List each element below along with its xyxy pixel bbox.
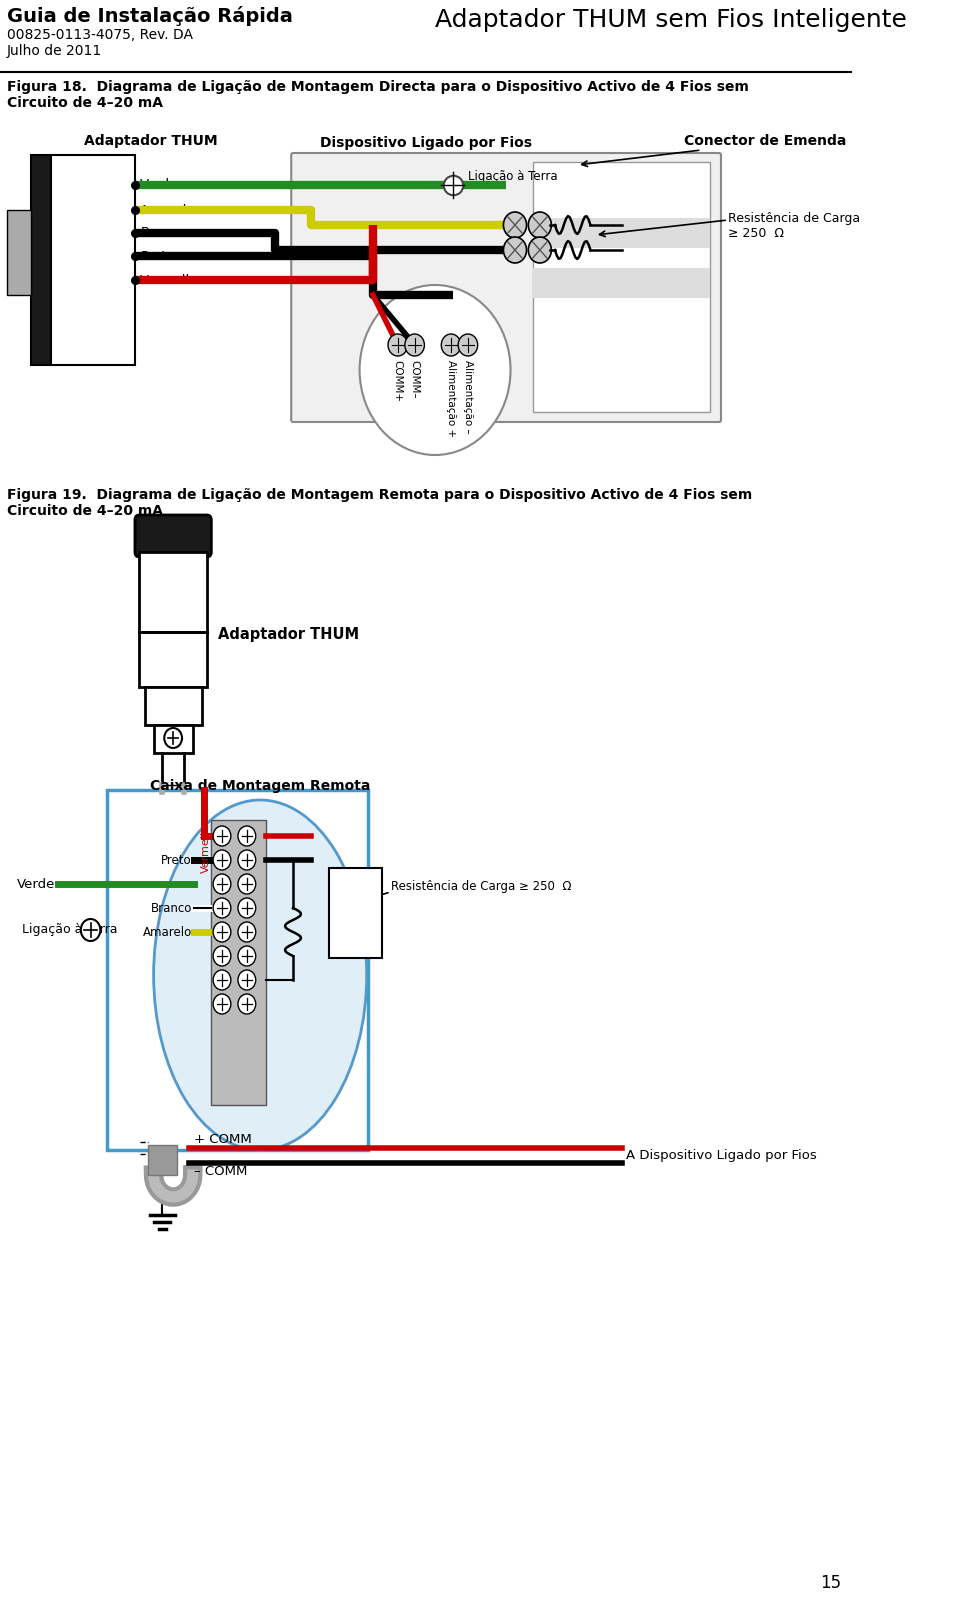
Circle shape <box>503 211 526 238</box>
Circle shape <box>388 334 408 357</box>
Bar <box>139 552 206 632</box>
Circle shape <box>238 970 255 990</box>
Circle shape <box>238 994 255 1014</box>
Circle shape <box>458 334 478 357</box>
Circle shape <box>213 850 230 870</box>
Circle shape <box>164 728 182 749</box>
Text: Circuito de 4–20 mA: Circuito de 4–20 mA <box>7 504 163 518</box>
Text: Caixa de Montagem Remota: Caixa de Montagem Remota <box>150 779 371 794</box>
Circle shape <box>238 898 255 918</box>
Bar <box>154 725 193 754</box>
Text: A Dispositivo Ligado por Fios: A Dispositivo Ligado por Fios <box>626 1149 817 1162</box>
Text: Resistência de Carga
≥ 250  Ω: Resistência de Carga ≥ 250 Ω <box>728 211 860 240</box>
Circle shape <box>528 211 551 238</box>
Circle shape <box>528 237 551 262</box>
Text: Verde: Verde <box>16 877 55 891</box>
Circle shape <box>238 850 255 870</box>
Text: Resistência de Carga ≥ 250  Ω: Resistência de Carga ≥ 250 Ω <box>391 880 571 893</box>
Bar <box>7 210 31 294</box>
Text: Conector de Emenda: Conector de Emenda <box>684 134 846 149</box>
Text: Circuito de 4–20 mA: Circuito de 4–20 mA <box>7 96 163 110</box>
Text: Verde: Verde <box>140 179 179 192</box>
Bar <box>533 162 710 411</box>
Text: Ligação à Terra: Ligação à Terra <box>22 923 118 936</box>
Bar <box>148 1146 177 1174</box>
Text: Figura 19.  Diagrama de Ligação de Montagem Remota para o Dispositivo Activo de : Figura 19. Diagrama de Ligação de Montag… <box>7 488 753 502</box>
Text: Amarelo: Amarelo <box>140 203 196 216</box>
Text: COMM–: COMM– <box>410 360 420 398</box>
Text: Vermelho: Vermelho <box>201 819 211 872</box>
Bar <box>533 218 710 248</box>
Circle shape <box>238 826 255 846</box>
Bar <box>139 632 206 686</box>
Text: Alimentação +: Alimentação + <box>446 360 456 437</box>
Bar <box>533 267 710 298</box>
Text: Dispositivo Ligado por Fios: Dispositivo Ligado por Fios <box>321 136 532 150</box>
Ellipse shape <box>154 800 367 1150</box>
FancyBboxPatch shape <box>291 154 721 422</box>
Text: Julho de 2011: Julho de 2011 <box>7 43 103 58</box>
Circle shape <box>503 237 526 262</box>
Text: Alimentação –: Alimentação – <box>463 360 473 434</box>
Bar <box>107 790 369 1150</box>
Text: Figura 18.  Diagrama de Ligação de Montagem Directa para o Dispositivo Activo de: Figura 18. Diagrama de Ligação de Montag… <box>7 80 749 94</box>
Circle shape <box>213 922 230 942</box>
Circle shape <box>238 946 255 966</box>
Circle shape <box>213 874 230 894</box>
Text: Amarelo: Amarelo <box>142 925 192 939</box>
Circle shape <box>213 898 230 918</box>
Text: 00825-0113-4075, Rev. DA: 00825-0113-4075, Rev. DA <box>7 27 193 42</box>
FancyBboxPatch shape <box>135 515 211 557</box>
Bar <box>51 155 135 365</box>
Circle shape <box>213 994 230 1014</box>
Circle shape <box>213 826 230 846</box>
Text: Preto: Preto <box>140 250 175 262</box>
Text: + COMM: + COMM <box>194 1133 252 1146</box>
Text: Branco: Branco <box>140 227 187 240</box>
Bar <box>31 155 51 365</box>
Text: Branco: Branco <box>151 901 192 915</box>
Text: Adaptador THUM: Adaptador THUM <box>218 627 359 643</box>
Bar <box>145 686 202 725</box>
Circle shape <box>238 874 255 894</box>
Text: Ligação à Terra: Ligação à Terra <box>468 170 558 182</box>
Text: Adaptador THUM sem Fios Inteligente: Adaptador THUM sem Fios Inteligente <box>435 8 907 32</box>
Bar <box>211 819 266 1106</box>
Text: Guia de Instalação Rápida: Guia de Instalação Rápida <box>7 6 293 26</box>
Circle shape <box>360 285 511 454</box>
Circle shape <box>213 970 230 990</box>
Circle shape <box>213 946 230 966</box>
Circle shape <box>81 918 101 941</box>
Text: Vermelho: Vermelho <box>140 274 204 286</box>
Text: Preto: Preto <box>161 853 192 867</box>
Bar <box>328 867 382 958</box>
Text: 15: 15 <box>821 1574 842 1592</box>
Circle shape <box>442 334 461 357</box>
Text: COMM+: COMM+ <box>393 360 403 402</box>
Circle shape <box>238 922 255 942</box>
Text: Adaptador THUM: Adaptador THUM <box>84 134 218 149</box>
Circle shape <box>405 334 424 357</box>
Text: – COMM: – COMM <box>194 1165 247 1178</box>
